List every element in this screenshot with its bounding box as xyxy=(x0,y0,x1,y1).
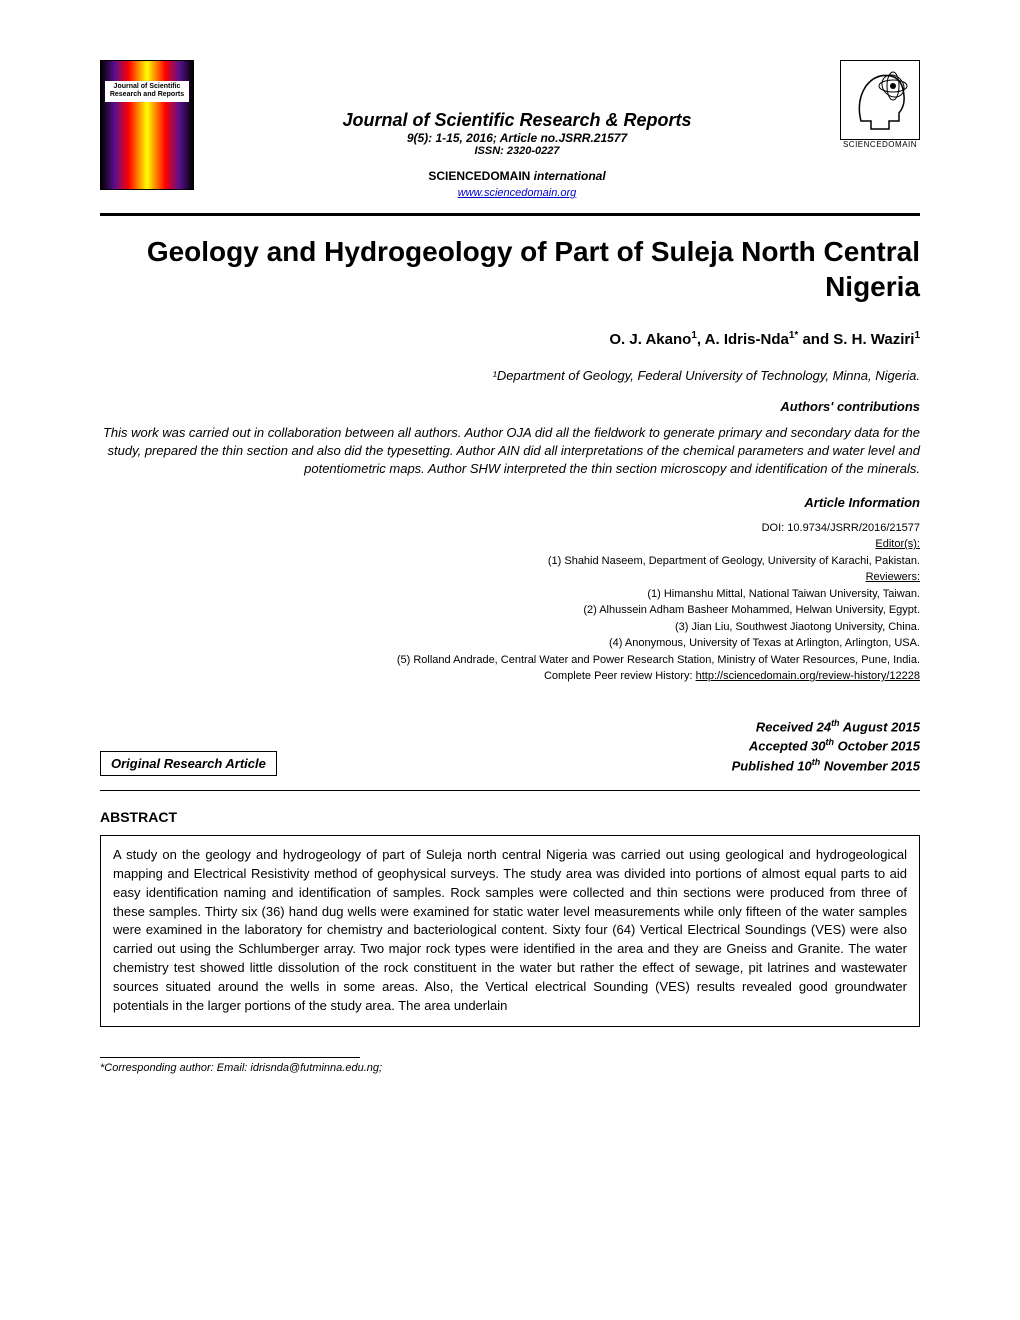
article-info: DOI: 10.9734/JSRR/2016/21577 Editor(s): … xyxy=(100,520,920,685)
header-row: Journal of Scientific Research and Repor… xyxy=(100,60,920,201)
reviewer-line: (5) Rolland Andrade, Central Water and P… xyxy=(100,652,920,669)
editors-label: Editor(s): xyxy=(100,536,920,553)
abstract-box: A study on the geology and hydrogeology … xyxy=(100,835,920,1027)
published-date: Published 10th November 2015 xyxy=(732,756,920,776)
corresponding-author: *Corresponding author: Email: idrisnda@f… xyxy=(100,1062,920,1074)
reviewer-line: (3) Jian Liu, Southwest Jiaotong Univers… xyxy=(100,619,920,636)
abstract-heading: ABSTRACT xyxy=(100,809,920,825)
peer-review-line: Complete Peer review History: http://sci… xyxy=(100,668,920,685)
received-date: Received 24th August 2015 xyxy=(732,717,920,737)
cover-label: Journal of Scientific Research and Repor… xyxy=(105,81,189,102)
header-divider xyxy=(100,213,920,216)
dates-row: Original Research Article Received 24th … xyxy=(100,717,920,776)
doi: DOI: 10.9734/JSRR/2016/21577 xyxy=(100,520,920,537)
journal-info: Journal of Scientific Research & Reports… xyxy=(194,60,840,201)
publisher-logo-box: SCIENCEDOMAIN xyxy=(840,60,920,149)
journal-name: Journal of Scientific Research & Reports xyxy=(194,110,840,131)
contributions-text: This work was carried out in collaborati… xyxy=(100,424,920,479)
section-divider xyxy=(100,790,920,791)
contributions-heading: Authors' contributions xyxy=(100,399,920,414)
accepted-date: Accepted 30th October 2015 xyxy=(732,736,920,756)
authors: O. J. Akano1, A. Idris-Nda1* and S. H. W… xyxy=(100,330,920,348)
logo-caption: SCIENCEDOMAIN xyxy=(840,140,920,149)
reviewer-line: (4) Anonymous, University of Texas at Ar… xyxy=(100,635,920,652)
publisher-name: SCIENCEDOMAIN international xyxy=(194,169,840,183)
article-info-heading: Article Information xyxy=(100,495,920,510)
journal-issn: ISSN: 2320-0227 xyxy=(194,145,840,157)
reviewers-label: Reviewers: xyxy=(100,569,920,586)
journal-cover-thumbnail: Journal of Scientific Research and Repor… xyxy=(100,60,194,190)
article-page: Journal of Scientific Research and Repor… xyxy=(0,0,1020,1320)
article-type-badge: Original Research Article xyxy=(100,751,277,776)
peer-review-link[interactable]: http://sciencedomain.org/review-history/… xyxy=(696,670,920,682)
publisher-url-link[interactable]: www.sciencedomain.org xyxy=(458,187,577,199)
reviewer-line: (1) Himanshu Mittal, National Taiwan Uni… xyxy=(100,586,920,603)
footer-divider xyxy=(100,1057,360,1058)
affiliation: ¹Department of Geology, Federal Universi… xyxy=(100,368,920,383)
journal-issue: 9(5): 1-15, 2016; Article no.JSRR.21577 xyxy=(194,131,840,145)
head-icon xyxy=(840,60,920,140)
editor-line: (1) Shahid Naseem, Department of Geology… xyxy=(100,553,920,570)
article-title: Geology and Hydrogeology of Part of Sule… xyxy=(100,234,920,304)
article-dates: Received 24th August 2015 Accepted 30th … xyxy=(732,717,920,776)
reviewer-line: (2) Alhussein Adham Basheer Mohammed, He… xyxy=(100,602,920,619)
